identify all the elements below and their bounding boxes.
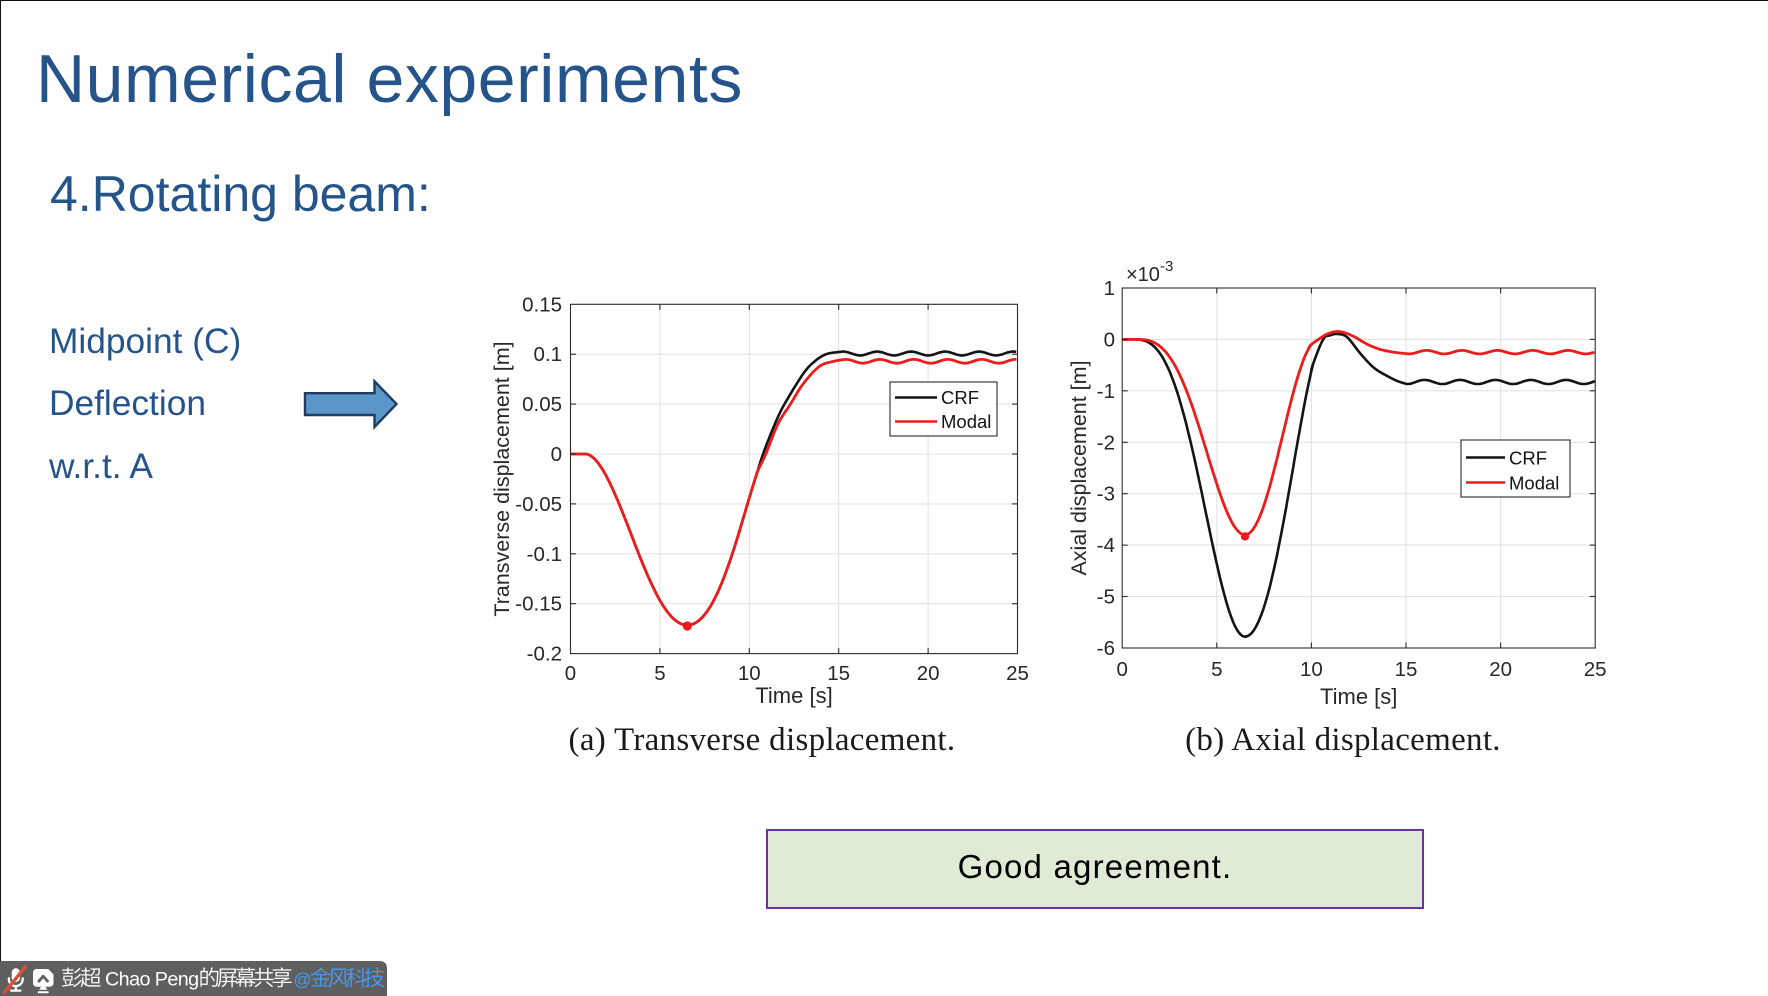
svg-text:15: 15	[827, 662, 850, 685]
svg-text:25: 25	[1584, 658, 1607, 681]
svg-text:CRF: CRF	[1509, 448, 1547, 469]
svg-text:-0.1: -0.1	[527, 543, 562, 566]
svg-text:Axial displacement [m]: Axial displacement [m]	[1067, 360, 1091, 575]
svg-text:20: 20	[917, 662, 940, 685]
svg-text:0: 0	[1104, 328, 1115, 351]
svg-text:Time [s]: Time [s]	[755, 683, 832, 708]
svg-text:×10: ×10	[1126, 264, 1160, 286]
svg-text:-0.2: -0.2	[527, 643, 562, 666]
svg-text:20: 20	[1489, 658, 1512, 681]
svg-text:0: 0	[565, 662, 576, 685]
svg-text:5: 5	[1211, 658, 1222, 681]
svg-text:0.15: 0.15	[522, 293, 562, 316]
svg-text:25: 25	[1006, 662, 1029, 685]
svg-text:-1: -1	[1097, 380, 1115, 403]
svg-text:0.05: 0.05	[522, 393, 562, 416]
svg-text:Time [s]: Time [s]	[1320, 684, 1397, 709]
svg-text:-2: -2	[1097, 431, 1115, 454]
svg-text:Modal: Modal	[1509, 473, 1559, 494]
svg-text:-3: -3	[1097, 483, 1115, 506]
svg-text:Transverse displacement [m]: Transverse displacement [m]	[490, 341, 514, 616]
svg-text:@: @	[294, 970, 312, 990]
svg-text:15: 15	[1395, 658, 1418, 681]
svg-text:-4: -4	[1097, 534, 1115, 557]
svg-text:5: 5	[654, 662, 665, 685]
svg-text:1: 1	[1104, 277, 1115, 300]
svg-text:-5: -5	[1097, 586, 1115, 609]
svg-text:Chao Peng: Chao Peng	[105, 969, 199, 991]
svg-text:0.1: 0.1	[534, 343, 563, 366]
svg-text:-6: -6	[1097, 637, 1115, 660]
svg-text:10: 10	[1300, 658, 1323, 681]
svg-text:10: 10	[738, 662, 761, 685]
svg-text:0: 0	[551, 443, 562, 466]
svg-text:(a) Transverse displacement.: (a) Transverse displacement.	[569, 722, 956, 758]
svg-text:0: 0	[1116, 658, 1127, 681]
svg-text:Modal: Modal	[941, 411, 991, 432]
svg-text:CRF: CRF	[941, 387, 979, 408]
svg-text:-0.05: -0.05	[515, 493, 562, 516]
svg-text:-3: -3	[1160, 258, 1173, 275]
svg-text:(b) Axial displacement.: (b) Axial displacement.	[1185, 722, 1501, 758]
svg-text:-0.15: -0.15	[515, 593, 562, 616]
